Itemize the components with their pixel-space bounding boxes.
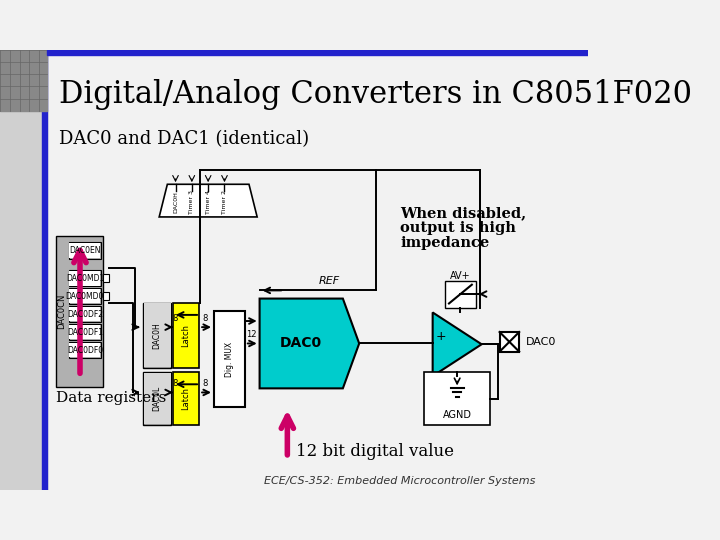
Bar xyxy=(0,50,48,490)
Bar xyxy=(48,50,588,55)
Text: DAC0DF0: DAC0DF0 xyxy=(67,346,103,354)
Text: Latch: Latch xyxy=(181,324,191,347)
Text: DAC0H: DAC0H xyxy=(173,191,178,213)
Text: DAC0DF2: DAC0DF2 xyxy=(67,309,103,319)
Text: 8: 8 xyxy=(172,379,178,388)
Text: Timer 3: Timer 3 xyxy=(189,190,194,214)
Text: DAC0MD1: DAC0MD1 xyxy=(66,274,104,282)
Bar xyxy=(55,236,103,387)
Bar xyxy=(143,372,171,425)
Bar xyxy=(214,311,245,407)
Text: DAC0EN: DAC0EN xyxy=(69,246,101,255)
Text: DAC0H: DAC0H xyxy=(153,322,162,349)
Text: DAC0: DAC0 xyxy=(526,337,556,347)
Bar xyxy=(425,372,490,425)
Text: When disabled,: When disabled, xyxy=(400,206,526,220)
Bar xyxy=(445,281,476,308)
Text: +: + xyxy=(436,329,446,342)
Polygon shape xyxy=(433,313,482,376)
Text: Data registers: Data registers xyxy=(55,391,166,405)
Bar xyxy=(69,343,100,357)
Text: Latch: Latch xyxy=(181,387,191,410)
Text: DAC0DF1: DAC0DF1 xyxy=(67,328,103,336)
Bar xyxy=(143,302,171,368)
Bar xyxy=(68,324,102,340)
Bar xyxy=(173,372,199,425)
Polygon shape xyxy=(260,299,359,388)
Bar xyxy=(103,292,109,300)
Text: 8: 8 xyxy=(202,379,208,388)
Text: DAC0CN: DAC0CN xyxy=(58,294,66,329)
Bar xyxy=(144,303,171,367)
Text: 8: 8 xyxy=(172,314,178,322)
Bar xyxy=(173,302,199,368)
Text: AGND: AGND xyxy=(443,410,472,420)
Bar xyxy=(103,274,109,282)
Bar xyxy=(69,271,100,286)
Text: 12: 12 xyxy=(246,330,257,339)
Text: DAC0L: DAC0L xyxy=(153,386,162,411)
Bar xyxy=(69,307,100,321)
Bar xyxy=(69,289,100,303)
Text: Dig. MUX: Dig. MUX xyxy=(225,341,234,376)
Text: Digital/Analog Converters in C8051F020: Digital/Analog Converters in C8051F020 xyxy=(59,79,692,110)
Bar xyxy=(68,342,102,358)
Text: impedance: impedance xyxy=(400,236,490,249)
Text: 8: 8 xyxy=(202,314,208,322)
Text: DAC0MD0: DAC0MD0 xyxy=(66,292,104,301)
Bar xyxy=(69,325,100,339)
Bar xyxy=(68,306,102,322)
Text: DAC0 and DAC1 (identical): DAC0 and DAC1 (identical) xyxy=(59,130,309,148)
Bar xyxy=(42,50,48,490)
Bar xyxy=(500,332,519,352)
Polygon shape xyxy=(159,184,257,217)
Text: AV+: AV+ xyxy=(450,271,471,281)
Text: 12 bit digital value: 12 bit digital value xyxy=(295,443,454,460)
Text: ECE/CS-352: Embedded Microcontroller Systems: ECE/CS-352: Embedded Microcontroller Sys… xyxy=(264,476,536,485)
Bar xyxy=(0,50,48,111)
Text: DAC0: DAC0 xyxy=(280,336,323,350)
Text: output is high: output is high xyxy=(400,221,516,235)
Bar xyxy=(69,243,100,258)
Text: Timer 2: Timer 2 xyxy=(222,190,227,214)
Text: Timer 4: Timer 4 xyxy=(206,190,211,214)
Bar xyxy=(68,270,102,286)
Bar xyxy=(68,242,102,259)
Bar xyxy=(68,288,102,304)
Text: REF: REF xyxy=(318,276,340,286)
Bar xyxy=(144,373,171,424)
